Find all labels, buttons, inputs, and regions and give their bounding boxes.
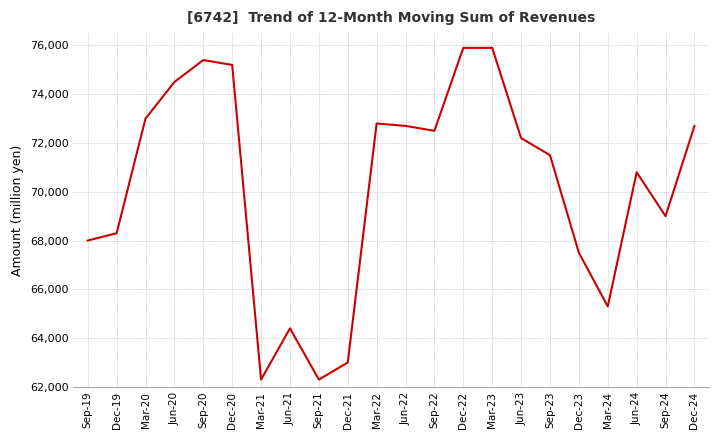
- Title: [6742]  Trend of 12-Month Moving Sum of Revenues: [6742] Trend of 12-Month Moving Sum of R…: [187, 11, 595, 25]
- Y-axis label: Amount (million yen): Amount (million yen): [11, 144, 24, 276]
